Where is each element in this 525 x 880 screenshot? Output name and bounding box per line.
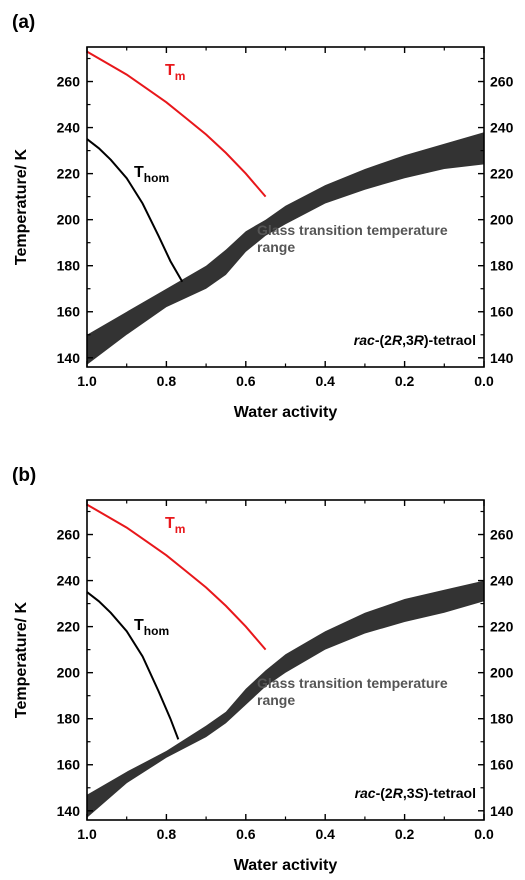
y-tick-label-left: 180	[57, 711, 81, 727]
y-tick-label-right: 240	[490, 120, 514, 136]
y-tick-label-left: 260	[57, 527, 81, 543]
series-line-thom	[86, 138, 184, 283]
band-label-line1: Glass transition temperature	[257, 222, 448, 238]
series-label-main: T	[165, 515, 175, 532]
x-tick-label: 1.0	[77, 373, 97, 389]
y-tick-label-left: 200	[57, 665, 81, 681]
y-tick-label-left: 160	[57, 304, 81, 320]
band-label-line1: Glass transition temperature	[257, 675, 448, 691]
x-tick-label: 0.4	[315, 826, 335, 842]
x-tick-label: 0.2	[395, 826, 415, 842]
y-axis-title: Temperature/ K	[13, 148, 30, 265]
y-tick-label-right: 220	[490, 619, 514, 635]
sample-label-italic: R	[414, 332, 425, 348]
y-tick-label-left: 140	[57, 350, 81, 366]
y-tick-label-left: 220	[57, 619, 81, 635]
y-axis-title: Temperature/ K	[13, 601, 30, 718]
glass-transition-band	[87, 132, 484, 365]
x-axis-title: Water activity	[234, 404, 338, 421]
y-tick-label-right: 260	[490, 74, 514, 90]
band-label: Glass transition temperature range	[257, 675, 448, 708]
y-tick-label-right: 220	[490, 166, 514, 182]
y-tick-label-right: 160	[490, 757, 514, 773]
y-tick-label-right: 180	[490, 711, 514, 727]
series-label-subscript: m	[175, 69, 186, 83]
sample-label-part: )-tetraol	[424, 785, 476, 801]
x-tick-label: 0.6	[236, 826, 256, 842]
series-line-tm	[86, 503, 267, 651]
y-tick-label-right: 180	[490, 258, 514, 274]
band-label-line2: range	[257, 239, 295, 255]
series-line-tm	[86, 50, 267, 198]
y-tick-label-left: 140	[57, 803, 81, 819]
y-tick-label-right: 200	[490, 212, 514, 228]
y-tick-label-right: 140	[490, 803, 514, 819]
series-label-thom: Thom	[134, 617, 169, 638]
y-tick-label-left: 160	[57, 757, 81, 773]
panel-label: (a)	[12, 12, 35, 33]
series-label-main: T	[134, 617, 144, 634]
series-label-tm: Tm	[165, 515, 185, 536]
band-label-line2: range	[257, 692, 295, 708]
y-tick-label-right: 260	[490, 527, 514, 543]
y-tick-label-right: 200	[490, 665, 514, 681]
sample-label: rac-(2R,3S)-tetraol	[355, 785, 476, 801]
sample-label-italic: R	[393, 785, 404, 801]
sample-label-italic: R	[392, 332, 403, 348]
sample-label-part: ,3	[402, 332, 414, 348]
series-label-subscript: m	[175, 522, 186, 536]
series-label-thom: Thom	[134, 164, 169, 185]
band-label: Glass transition temperature range	[257, 222, 448, 255]
y-tick-label-left: 200	[57, 212, 81, 228]
x-tick-label: 0.2	[395, 373, 415, 389]
sample-label-italic: rac	[355, 785, 376, 801]
series-label-main: T	[165, 62, 175, 79]
y-tick-label-left: 180	[57, 258, 81, 274]
panel-label: (b)	[12, 465, 36, 486]
y-tick-label-left: 240	[57, 120, 81, 136]
x-tick-label: 0.6	[236, 373, 256, 389]
y-tick-label-right: 140	[490, 350, 514, 366]
x-tick-label: 0.4	[315, 373, 335, 389]
x-tick-label: 0.0	[474, 373, 494, 389]
sample-label-part: -(2	[376, 785, 393, 801]
series-label-subscript: hom	[144, 624, 169, 638]
y-tick-label-left: 260	[57, 74, 81, 90]
x-axis-title: Water activity	[234, 857, 338, 874]
series-label-subscript: hom	[144, 171, 169, 185]
y-tick-label-right: 240	[490, 573, 514, 589]
x-tick-label: 0.8	[157, 373, 177, 389]
series-label-tm: Tm	[165, 62, 185, 83]
x-tick-label: 0.0	[474, 826, 494, 842]
sample-label-italic: rac	[354, 332, 375, 348]
series-line-thom	[86, 591, 180, 740]
glass-transition-band	[87, 580, 484, 818]
x-tick-label: 0.8	[157, 826, 177, 842]
sample-label-part: -(2	[375, 332, 392, 348]
y-tick-label-right: 160	[490, 304, 514, 320]
series-label-main: T	[134, 164, 144, 181]
sample-label-part: ,3	[403, 785, 415, 801]
y-tick-label-left: 240	[57, 573, 81, 589]
sample-label-italic: S	[415, 785, 425, 801]
x-tick-label: 1.0	[77, 826, 97, 842]
y-tick-label-left: 220	[57, 166, 81, 182]
sample-label-part: )-tetraol	[424, 332, 476, 348]
sample-label: rac-(2R,3R)-tetraol	[354, 332, 476, 348]
